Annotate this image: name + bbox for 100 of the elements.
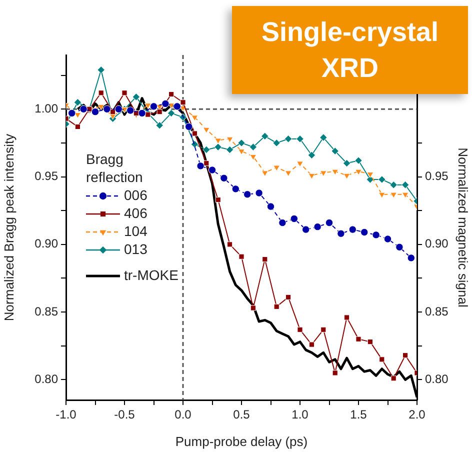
- point: [215, 196, 221, 203]
- point: [103, 105, 111, 113]
- point: [122, 90, 128, 96]
- point: [348, 226, 356, 234]
- point: [238, 139, 246, 147]
- point: [214, 138, 222, 144]
- point: [91, 108, 100, 116]
- point: [296, 135, 304, 143]
- point: [343, 173, 350, 180]
- point: [367, 339, 373, 345]
- point: [302, 226, 310, 234]
- point: [74, 124, 80, 130]
- y-tick-label: 0.90: [34, 236, 58, 251]
- point: [320, 134, 328, 142]
- point: [238, 254, 244, 260]
- point: [191, 115, 198, 122]
- point: [332, 370, 338, 376]
- point: [126, 106, 134, 114]
- point: [150, 102, 158, 110]
- y2-tick-label: 0.95: [425, 169, 449, 184]
- point: [227, 242, 233, 248]
- legend-label: tr-MOKE: [124, 266, 178, 283]
- point: [266, 202, 275, 210]
- point: [114, 105, 122, 113]
- y2-axis-title: Normalized magnetic signal: [456, 148, 471, 308]
- legend-title: Bragg reflection: [86, 150, 143, 185]
- x-tick-label: 2.0: [408, 408, 426, 422]
- legend-label: 406: [124, 204, 148, 221]
- point: [378, 192, 386, 198]
- y-tick-label: 0.95: [34, 169, 58, 184]
- point: [255, 189, 263, 197]
- x-axis-title: Pump-probe delay (ps): [175, 434, 308, 449]
- point: [98, 90, 104, 96]
- point: [145, 112, 151, 118]
- point: [167, 109, 176, 118]
- point: [366, 172, 374, 178]
- point: [203, 127, 210, 134]
- point: [232, 185, 240, 193]
- point: [226, 136, 234, 143]
- point: [297, 326, 303, 332]
- point: [308, 342, 314, 348]
- point: [214, 143, 222, 151]
- legend-label: 013: [124, 240, 148, 257]
- point: [202, 146, 210, 154]
- point: [314, 222, 322, 231]
- point: [320, 326, 326, 332]
- point: [354, 156, 362, 164]
- point: [185, 122, 193, 131]
- point: [97, 66, 105, 74]
- point: [156, 109, 162, 115]
- x-tick-label: 1.5: [350, 408, 368, 422]
- point: [278, 218, 286, 227]
- point: [226, 146, 234, 154]
- point: [320, 170, 327, 177]
- point: [244, 190, 252, 198]
- point: [208, 166, 216, 174]
- point: [390, 192, 397, 198]
- y2-tick-label: 0.80: [425, 372, 449, 386]
- point: [132, 93, 140, 101]
- point: [180, 100, 186, 106]
- annotation: Single-crystal XRD: [232, 6, 468, 94]
- x-tick-label: 1.0: [292, 408, 309, 422]
- point: [250, 305, 256, 311]
- point: [286, 294, 292, 300]
- point: [262, 170, 268, 177]
- point: [401, 181, 410, 189]
- point: [68, 109, 76, 118]
- point: [204, 160, 210, 166]
- point: [273, 165, 280, 172]
- point: [272, 139, 280, 147]
- point: [262, 256, 268, 262]
- point: [168, 91, 174, 98]
- point: [344, 314, 350, 320]
- legend-label: 104: [124, 222, 148, 239]
- point: [407, 254, 415, 262]
- point: [331, 147, 339, 155]
- point: [325, 218, 334, 227]
- point: [332, 169, 338, 176]
- y2-tick-label: 0.90: [425, 236, 449, 251]
- point: [390, 181, 398, 189]
- x-tick-label: -0.5: [114, 408, 136, 422]
- point: [196, 162, 204, 170]
- y-tick-label: 0.85: [34, 304, 58, 318]
- point: [192, 130, 198, 136]
- point: [144, 103, 152, 109]
- x-tick-label: -1.0: [56, 408, 77, 422]
- point: [356, 336, 362, 342]
- y-axis-title: Normalized Bragg peak intensity: [1, 133, 16, 322]
- point: [355, 169, 362, 176]
- point: [342, 159, 351, 168]
- x-tick-label: 0.5: [233, 408, 250, 422]
- point: [162, 100, 170, 108]
- point: [274, 304, 280, 310]
- point: [384, 235, 392, 243]
- point: [250, 154, 257, 160]
- point: [396, 243, 404, 251]
- point: [308, 173, 316, 180]
- point: [261, 132, 269, 140]
- y-tick-label: 0.80: [34, 372, 58, 386]
- point: [238, 149, 245, 155]
